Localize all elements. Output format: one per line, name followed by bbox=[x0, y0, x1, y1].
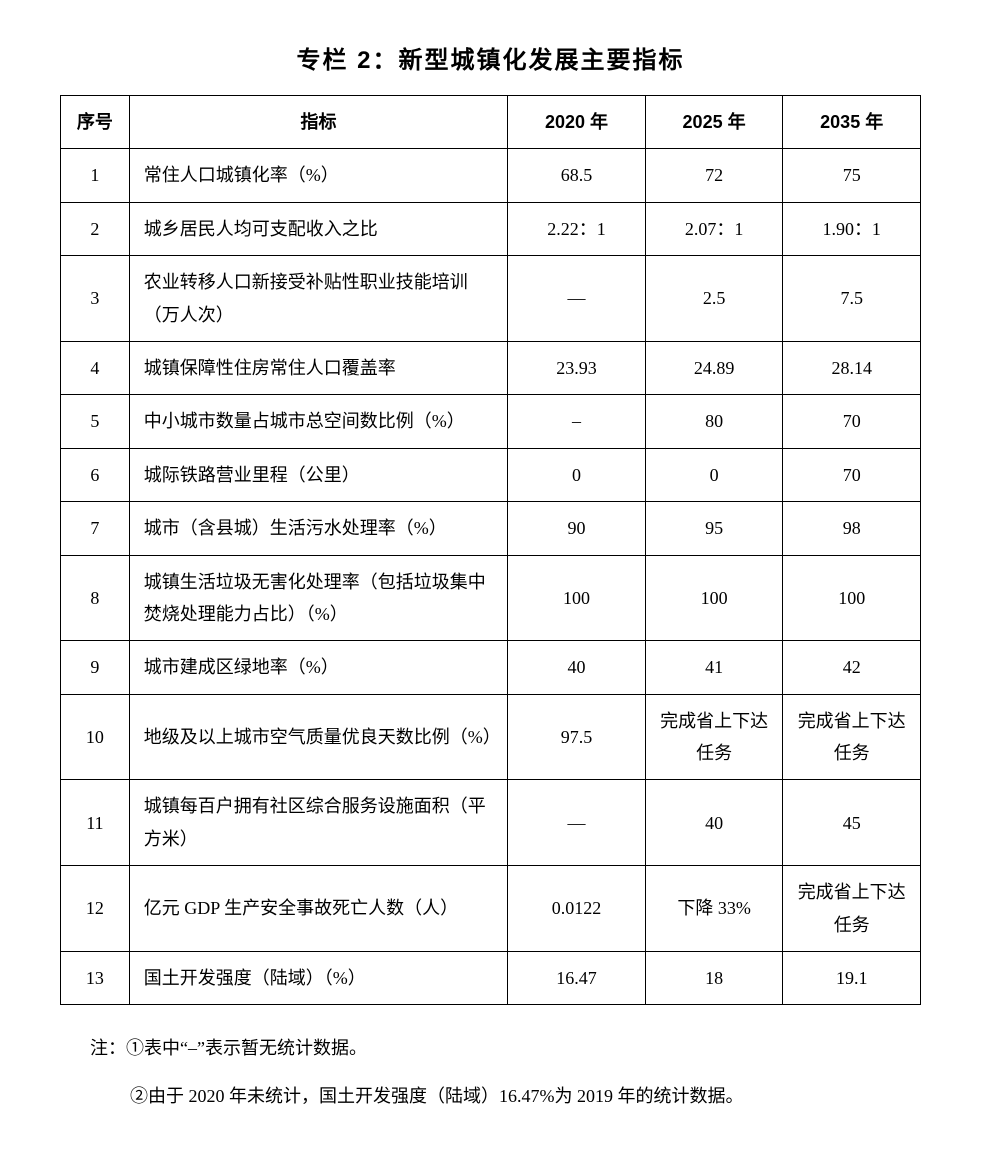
table-row: 8 城镇生活垃圾无害化处理率（包括垃圾集中焚烧处理能力占比）（%） 100 10… bbox=[61, 555, 921, 641]
table-row: 3 农业转移人口新接受补贴性职业技能培训（万人次） — 2.5 7.5 bbox=[61, 256, 921, 342]
cell-seq: 12 bbox=[61, 866, 130, 952]
cell-indicator: 地级及以上城市空气质量优良天数比例（%） bbox=[129, 694, 507, 780]
cell-2020: — bbox=[508, 780, 646, 866]
cell-2025: 18 bbox=[645, 952, 783, 1005]
cell-indicator: 农业转移人口新接受补贴性职业技能培训（万人次） bbox=[129, 256, 507, 342]
cell-indicator: 亿元 GDP 生产安全事故死亡人数（人） bbox=[129, 866, 507, 952]
cell-2035: 28.14 bbox=[783, 341, 921, 394]
cell-2020: 40 bbox=[508, 641, 646, 694]
cell-seq: 7 bbox=[61, 502, 130, 555]
cell-2020: 0 bbox=[508, 448, 646, 501]
cell-2020: 100 bbox=[508, 555, 646, 641]
cell-2035: 42 bbox=[783, 641, 921, 694]
cell-2035: 45 bbox=[783, 780, 921, 866]
cell-2035: 70 bbox=[783, 395, 921, 448]
note-line-1: 注：①表中“–”表示暂无统计数据。 bbox=[90, 1029, 921, 1069]
cell-2035: 1.90：1 bbox=[783, 202, 921, 255]
indicators-table: 序号 指标 2020 年 2025 年 2035 年 1 常住人口城镇化率（%）… bbox=[60, 95, 921, 1005]
table-row: 7 城市（含县城）生活污水处理率（%） 90 95 98 bbox=[61, 502, 921, 555]
cell-2020: 97.5 bbox=[508, 694, 646, 780]
cell-seq: 13 bbox=[61, 952, 130, 1005]
col-header-2035: 2035 年 bbox=[783, 96, 921, 149]
cell-seq: 1 bbox=[61, 149, 130, 202]
cell-2025: 95 bbox=[645, 502, 783, 555]
col-header-indicator: 指标 bbox=[129, 96, 507, 149]
cell-seq: 5 bbox=[61, 395, 130, 448]
cell-2020: 23.93 bbox=[508, 341, 646, 394]
table-header-row: 序号 指标 2020 年 2025 年 2035 年 bbox=[61, 96, 921, 149]
cell-2035: 7.5 bbox=[783, 256, 921, 342]
cell-2035: 完成省上下达任务 bbox=[783, 694, 921, 780]
cell-2035: 完成省上下达任务 bbox=[783, 866, 921, 952]
cell-indicator: 城乡居民人均可支配收入之比 bbox=[129, 202, 507, 255]
table-row: 6 城际铁路营业里程（公里） 0 0 70 bbox=[61, 448, 921, 501]
note-line-2: ②由于 2020 年未统计，国土开发强度（陆域）16.47%为 2019 年的统… bbox=[90, 1077, 921, 1117]
cell-indicator: 城际铁路营业里程（公里） bbox=[129, 448, 507, 501]
cell-2035: 70 bbox=[783, 448, 921, 501]
cell-2035: 98 bbox=[783, 502, 921, 555]
cell-seq: 6 bbox=[61, 448, 130, 501]
cell-2025: 0 bbox=[645, 448, 783, 501]
cell-indicator: 城市建成区绿地率（%） bbox=[129, 641, 507, 694]
cell-2035: 75 bbox=[783, 149, 921, 202]
cell-indicator: 常住人口城镇化率（%） bbox=[129, 149, 507, 202]
table-row: 12 亿元 GDP 生产安全事故死亡人数（人） 0.0122 下降 33% 完成… bbox=[61, 866, 921, 952]
cell-indicator: 中小城市数量占城市总空间数比例（%） bbox=[129, 395, 507, 448]
cell-2020: 68.5 bbox=[508, 149, 646, 202]
table-notes: 注：①表中“–”表示暂无统计数据。 ②由于 2020 年未统计，国土开发强度（陆… bbox=[60, 1029, 921, 1116]
cell-indicator: 城市（含县城）生活污水处理率（%） bbox=[129, 502, 507, 555]
cell-indicator: 国土开发强度（陆域）（%） bbox=[129, 952, 507, 1005]
table-row: 10 地级及以上城市空气质量优良天数比例（%） 97.5 完成省上下达任务 完成… bbox=[61, 694, 921, 780]
cell-2035: 100 bbox=[783, 555, 921, 641]
cell-2025: 72 bbox=[645, 149, 783, 202]
cell-2035: 19.1 bbox=[783, 952, 921, 1005]
cell-2025: 80 bbox=[645, 395, 783, 448]
table-row: 11 城镇每百户拥有社区综合服务设施面积（平方米） — 40 45 bbox=[61, 780, 921, 866]
cell-2020: 2.22：1 bbox=[508, 202, 646, 255]
cell-indicator: 城镇保障性住房常住人口覆盖率 bbox=[129, 341, 507, 394]
table-body: 1 常住人口城镇化率（%） 68.5 72 75 2 城乡居民人均可支配收入之比… bbox=[61, 149, 921, 1005]
cell-indicator: 城镇每百户拥有社区综合服务设施面积（平方米） bbox=[129, 780, 507, 866]
table-title: 专栏 2：新型城镇化发展主要指标 bbox=[60, 40, 921, 75]
cell-seq: 11 bbox=[61, 780, 130, 866]
cell-indicator: 城镇生活垃圾无害化处理率（包括垃圾集中焚烧处理能力占比）（%） bbox=[129, 555, 507, 641]
table-row: 4 城镇保障性住房常住人口覆盖率 23.93 24.89 28.14 bbox=[61, 341, 921, 394]
cell-seq: 8 bbox=[61, 555, 130, 641]
cell-2020: — bbox=[508, 256, 646, 342]
cell-seq: 3 bbox=[61, 256, 130, 342]
cell-seq: 10 bbox=[61, 694, 130, 780]
table-row: 5 中小城市数量占城市总空间数比例（%） – 80 70 bbox=[61, 395, 921, 448]
cell-2025: 24.89 bbox=[645, 341, 783, 394]
table-row: 1 常住人口城镇化率（%） 68.5 72 75 bbox=[61, 149, 921, 202]
cell-2025: 100 bbox=[645, 555, 783, 641]
cell-2025: 下降 33% bbox=[645, 866, 783, 952]
cell-2025: 2.07：1 bbox=[645, 202, 783, 255]
cell-seq: 9 bbox=[61, 641, 130, 694]
cell-2025: 40 bbox=[645, 780, 783, 866]
cell-seq: 4 bbox=[61, 341, 130, 394]
cell-2020: 16.47 bbox=[508, 952, 646, 1005]
cell-2025: 41 bbox=[645, 641, 783, 694]
col-header-2025: 2025 年 bbox=[645, 96, 783, 149]
col-header-seq: 序号 bbox=[61, 96, 130, 149]
table-row: 2 城乡居民人均可支配收入之比 2.22：1 2.07：1 1.90：1 bbox=[61, 202, 921, 255]
col-header-2020: 2020 年 bbox=[508, 96, 646, 149]
cell-2020: 90 bbox=[508, 502, 646, 555]
table-row: 9 城市建成区绿地率（%） 40 41 42 bbox=[61, 641, 921, 694]
cell-seq: 2 bbox=[61, 202, 130, 255]
cell-2025: 2.5 bbox=[645, 256, 783, 342]
cell-2020: 0.0122 bbox=[508, 866, 646, 952]
cell-2020: – bbox=[508, 395, 646, 448]
table-row: 13 国土开发强度（陆域）（%） 16.47 18 19.1 bbox=[61, 952, 921, 1005]
cell-2025: 完成省上下达任务 bbox=[645, 694, 783, 780]
